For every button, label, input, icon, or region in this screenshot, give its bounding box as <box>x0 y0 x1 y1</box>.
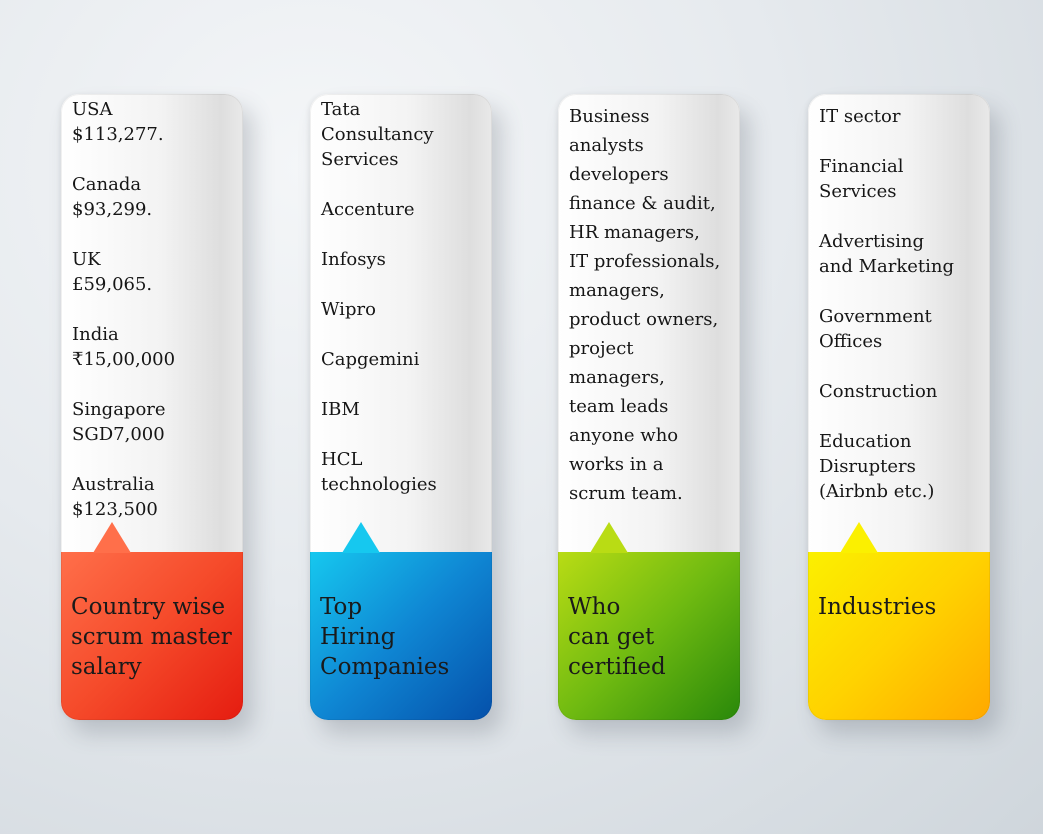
card-list-panel: Tata Consultancy Services Accenture Info… <box>310 94 492 552</box>
industries-card: IT sector Financial Services Advertising… <box>808 94 990 720</box>
list-item: UK £59,065. <box>72 249 153 295</box>
card-list-panel: IT sector Financial Services Advertising… <box>808 94 990 552</box>
category-panel: Country wise scrum master salary <box>61 522 243 720</box>
card-list: USA $113,277. Canada $93,299. UK £59,065… <box>72 97 239 547</box>
card-list: Business analysts developers finance & a… <box>569 102 736 508</box>
list-item: Wipro <box>321 299 376 320</box>
card-list-panel: USA $113,277. Canada $93,299. UK £59,065… <box>61 94 243 552</box>
category-label: Industries <box>818 594 937 620</box>
category-panel: Top Hiring Companies <box>310 522 492 720</box>
category-label: Top Hiring Companies <box>320 594 450 680</box>
hiring-companies-card: Tata Consultancy Services Accenture Info… <box>310 94 492 720</box>
category-label: Who can get certified <box>568 594 666 680</box>
list-item: Infosys <box>321 249 386 270</box>
pointer-arrow-icon <box>590 522 628 553</box>
category-panel: Who can get certified <box>558 522 740 720</box>
list-item: Financial Services <box>819 156 904 202</box>
card-list: Tata Consultancy Services Accenture Info… <box>321 97 488 522</box>
list-item: Advertising and Marketing <box>819 231 954 277</box>
list-item: India ₹15,00,000 <box>72 324 176 370</box>
pointer-arrow-icon <box>342 522 380 553</box>
list-item: Singapore SGD7,000 <box>72 399 166 445</box>
list-item: Business analysts developers finance & a… <box>569 106 721 504</box>
list-item: IT sector <box>819 106 901 127</box>
list-item: Construction <box>819 381 938 402</box>
certification-card: Business analysts developers finance & a… <box>558 94 740 720</box>
list-item: Government Offices <box>819 306 932 352</box>
list-item: HCL technologies <box>321 449 437 495</box>
list-item: Education Disrupters (Airbnb etc.) <box>819 431 935 502</box>
pointer-arrow-icon <box>93 522 131 553</box>
list-item: Australia $123,500 <box>72 474 158 520</box>
list-item: Accenture <box>321 199 415 220</box>
card-list: IT sector Financial Services Advertising… <box>819 104 986 529</box>
salary-card: USA $113,277. Canada $93,299. UK £59,065… <box>61 94 243 720</box>
list-item: IBM <box>321 399 360 420</box>
card-list-panel: Business analysts developers finance & a… <box>558 94 740 552</box>
list-item: Capgemini <box>321 349 420 370</box>
category-panel: Industries <box>808 522 990 720</box>
list-item: USA $113,277. <box>72 99 164 145</box>
list-item: Canada $93,299. <box>72 174 153 220</box>
category-label: Country wise scrum master salary <box>71 594 232 680</box>
list-item: Tata Consultancy Services <box>321 99 434 170</box>
pointer-arrow-icon <box>840 522 878 553</box>
